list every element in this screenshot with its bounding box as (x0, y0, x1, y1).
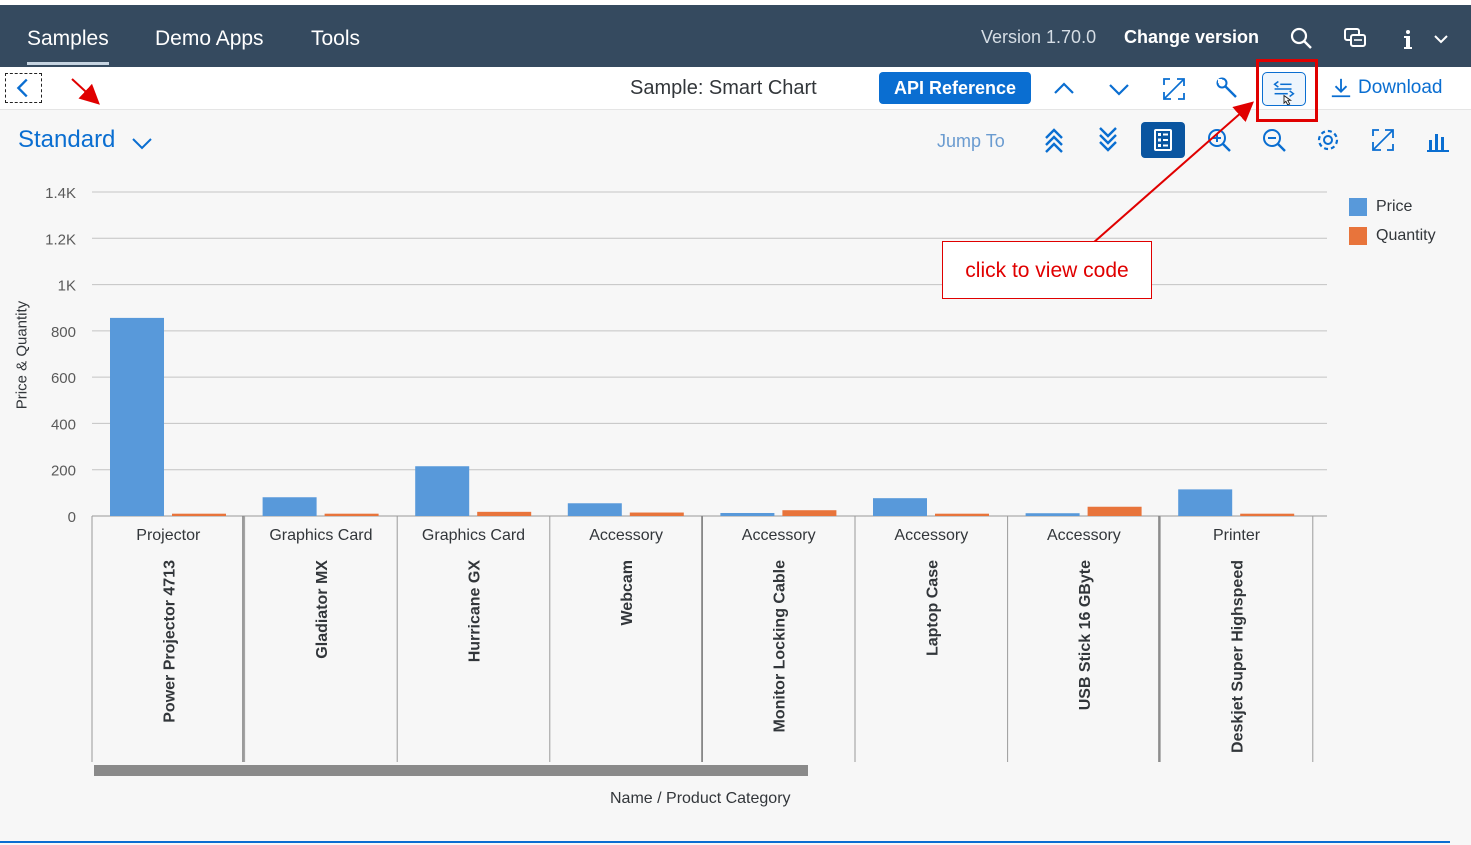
variant-selector[interactable]: Standard (18, 126, 152, 154)
variant-label: Standard (18, 126, 116, 153)
category-label: Printer (1213, 527, 1261, 544)
callout-arrow (1092, 101, 1255, 244)
bar-quantity[interactable] (477, 511, 532, 516)
y-tick-label: 800 (51, 324, 76, 341)
bar-price[interactable] (262, 497, 317, 516)
back-button[interactable] (5, 73, 42, 103)
category-label: Projector (136, 527, 201, 544)
chevron-up-icon[interactable] (1051, 76, 1077, 102)
item-name-label: Monitor Locking Cable (772, 560, 789, 733)
bar-quantity[interactable] (1087, 506, 1142, 516)
legend-swatch-quantity (1349, 227, 1367, 245)
y-tick-label: 200 (51, 463, 76, 480)
fullscreen-icon[interactable] (1369, 126, 1397, 154)
category-label: Graphics Card (422, 527, 525, 544)
bar-price[interactable] (110, 317, 164, 516)
legend-label-price: Price (1376, 198, 1413, 215)
code-icon (1273, 80, 1295, 106)
bar-quantity[interactable] (629, 512, 684, 516)
chart-type-icon[interactable] (1424, 126, 1452, 154)
item-name-label: Power Projector 4713 (161, 560, 178, 723)
item-name-label: USB Stick 16 GByte (1077, 560, 1094, 710)
info-icon[interactable] (1398, 25, 1418, 53)
jump-to-button[interactable]: Jump To (937, 131, 1005, 151)
back-arrow-annotation (71, 78, 100, 105)
item-name-label: Webcam (619, 560, 636, 626)
y-tick-label: 1.4K (45, 185, 76, 202)
search-icon[interactable] (1288, 25, 1316, 53)
download-icon (1331, 78, 1351, 98)
tab-demo-apps[interactable]: Demo Apps (155, 27, 264, 50)
bar-price[interactable] (1025, 513, 1080, 516)
x-axis-title: Name / Product Category (610, 790, 791, 807)
change-version-link[interactable]: Change version (1124, 27, 1260, 47)
y-tick-label: 400 (51, 416, 76, 433)
legend-icon (1154, 129, 1172, 151)
bar-chart: 0 200 400 600 800 1K 1.2K 1.4K Projector Power Pr… (45, 185, 1327, 762)
bar-price[interactable] (1178, 489, 1233, 516)
shell-bar: Samples Demo Apps Tools Version 1.70.0 C… (0, 0, 1471, 67)
item-name-label: Hurricane GX (467, 560, 484, 663)
bar-price[interactable] (567, 503, 622, 516)
chevron-down-icon[interactable] (1432, 25, 1450, 53)
tab-samples[interactable]: Samples (27, 10, 109, 67)
zoom-out-icon[interactable] (1260, 126, 1288, 154)
chevron-down-icon (132, 138, 152, 150)
chevron-down-icon[interactable] (1106, 76, 1132, 102)
wrench-icon[interactable] (1215, 76, 1241, 102)
item-name-label: Deskjet Super Highspeed (1230, 560, 1247, 753)
settings-icon[interactable] (1314, 126, 1342, 154)
tab-tools[interactable]: Tools (311, 27, 361, 50)
legend-label-quantity: Quantity (1376, 227, 1436, 244)
category-label: Accessory (894, 527, 968, 544)
version-label: Version 1.70.0 (981, 27, 1097, 47)
drill-down-icon[interactable] (1094, 126, 1122, 154)
callout-box: click to view code (942, 241, 1152, 299)
fullscreen-icon[interactable] (1161, 76, 1187, 102)
api-reference-button[interactable]: API Reference (879, 72, 1031, 104)
legend-swatch-price (1349, 198, 1367, 216)
bar-quantity[interactable] (782, 510, 837, 516)
zoom-in-icon[interactable] (1205, 126, 1233, 154)
bar-price[interactable] (415, 466, 470, 516)
download-label: Download (1358, 77, 1443, 98)
sample-toolbar: Sample: Smart Chart API Reference (0, 67, 1471, 110)
bar-quantity[interactable] (324, 513, 379, 516)
category-label: Graphics Card (269, 527, 372, 544)
horizontal-scrollbar[interactable] (94, 765, 808, 776)
y-tick-label: 1K (58, 278, 76, 295)
bottom-border (0, 841, 1450, 843)
bar-price[interactable] (720, 512, 775, 516)
y-tick-label: 1.2K (45, 231, 76, 248)
category-label: Accessory (589, 527, 663, 544)
category-label: Accessory (742, 527, 816, 544)
bar-quantity[interactable] (935, 513, 989, 516)
legend-toggle-button[interactable] (1141, 122, 1185, 158)
back-icon (16, 78, 28, 98)
feedback-icon[interactable] (1342, 25, 1370, 53)
item-name-label: Laptop Case (924, 560, 941, 656)
y-tick-label: 0 (68, 509, 76, 526)
bar-quantity[interactable] (1240, 513, 1295, 516)
view-code-button[interactable] (1262, 72, 1306, 106)
code-button-highlight (1256, 59, 1318, 122)
y-tick-label: 600 (51, 370, 76, 387)
bar-quantity[interactable] (172, 513, 226, 516)
drill-up-icon[interactable] (1040, 126, 1068, 154)
item-name-label: Gladiator MX (314, 560, 331, 659)
page-title: Sample: Smart Chart (630, 77, 817, 99)
bar-price[interactable] (873, 498, 927, 516)
category-label: Accessory (1047, 527, 1121, 544)
